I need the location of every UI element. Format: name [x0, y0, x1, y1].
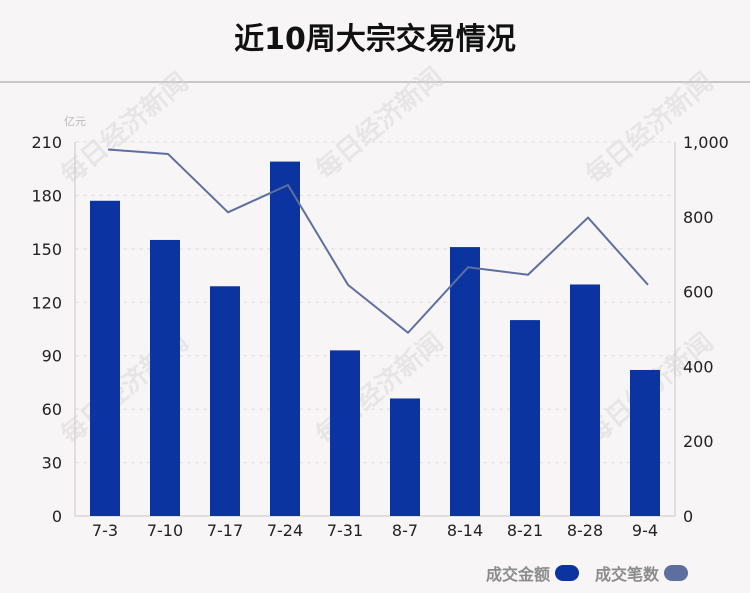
y-left-tick: 120 — [31, 293, 62, 312]
x-tick: 7-10 — [147, 521, 183, 540]
y-left-tick: 180 — [31, 186, 62, 205]
bar-8-14 — [450, 247, 480, 517]
y-left-tick: 210 — [31, 133, 62, 152]
watermark-1: 每日经济新闻 — [55, 66, 194, 190]
y-left-unit: 亿元 — [64, 115, 86, 128]
y-left-tick: 90 — [42, 347, 62, 366]
bar-series — [90, 161, 660, 517]
y-right-tick: 600 — [683, 283, 714, 302]
bar-7-10 — [150, 239, 180, 516]
x-tick: 8-28 — [567, 521, 603, 540]
bar-8-21 — [510, 320, 540, 516]
y-right-tick: 800 — [683, 208, 714, 227]
y-left-tick: 60 — [42, 400, 62, 419]
bar-8-28 — [570, 284, 600, 516]
y-right-tick: 400 — [683, 357, 714, 376]
legend-amount-swatch — [555, 565, 580, 581]
legend: 成交金额 成交笔数 — [486, 562, 704, 584]
bar-7-17 — [210, 286, 240, 516]
x-tick: 8-7 — [392, 521, 418, 540]
y-right-tick: 0 — [683, 507, 693, 526]
x-tick: 7-24 — [267, 521, 303, 540]
x-tick: 8-14 — [447, 521, 483, 540]
legend-amount-label: 成交金额 — [486, 565, 551, 584]
bar-9-4 — [630, 369, 660, 516]
legend-item-amount[interactable]: 成交金额 — [486, 561, 580, 585]
y-right-tick: 200 — [683, 432, 714, 451]
watermark-2: 每日经济新闻 — [310, 61, 449, 185]
x-tick: 7-3 — [92, 521, 118, 540]
x-tick: 7-17 — [207, 521, 243, 540]
x-tick: 9-4 — [632, 521, 658, 540]
y-left-tick: 150 — [31, 240, 62, 259]
legend-item-count[interactable]: 成交笔数 — [595, 561, 689, 585]
y-right-tick: 1,000 — [683, 133, 729, 152]
legend-count-swatch — [664, 565, 689, 581]
legend-count-label: 成交笔数 — [595, 565, 660, 584]
x-tick: 8-21 — [507, 521, 543, 540]
title-divider — [0, 81, 750, 83]
watermark-3: 每日经济新闻 — [580, 66, 719, 190]
bar-7-31 — [330, 350, 360, 516]
y-left-tick: 30 — [42, 454, 62, 473]
bar-7-3 — [90, 200, 120, 516]
bar-8-7 — [390, 398, 420, 516]
chart-title: 近10周大宗交易情况 — [234, 22, 516, 57]
y-left-tick: 0 — [52, 507, 62, 526]
count-line — [107, 148, 649, 334]
tick-labels: 亿元 0 30 60 90 120 150 180 210 0 200 400 600 800 1,000 7… — [31, 115, 728, 540]
bar-7-24 — [270, 161, 300, 517]
line-series — [107, 148, 649, 334]
x-tick: 7-31 — [327, 521, 363, 540]
